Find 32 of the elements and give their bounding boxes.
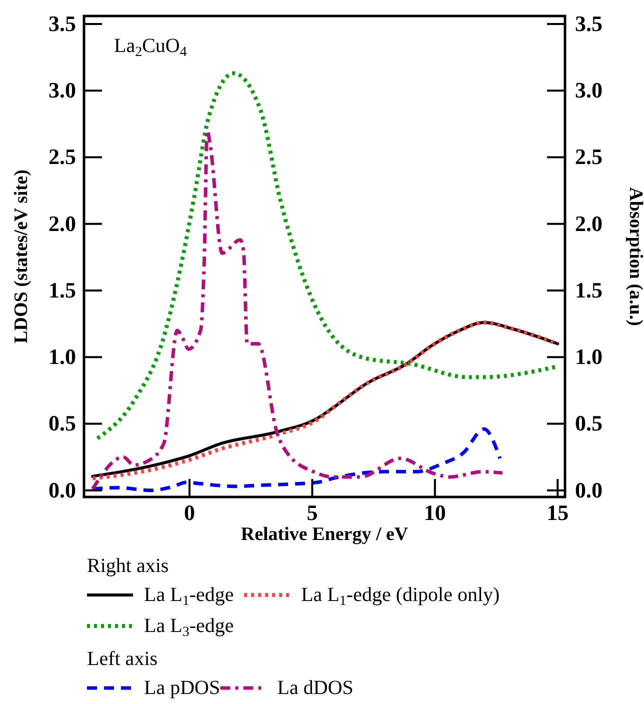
x-tick-label: 15: [546, 500, 569, 525]
y2-axis-title: Absorption (a.u.): [625, 187, 644, 326]
y2-tick-label: 1.5: [575, 277, 602, 302]
text: Right axis: [87, 555, 169, 577]
y-tick-label: 0.0: [48, 477, 76, 502]
legend-label: La dDOS: [277, 677, 354, 699]
legend-label: La L$_{1}$-edge (dipole only): [301, 584, 500, 608]
y2-tick-label: 2.0: [575, 210, 602, 236]
y-tick-label: 0.5: [48, 410, 76, 436]
y-tick-label: 1.0: [48, 344, 76, 370]
x-tick-label: 10: [424, 500, 446, 525]
y2-tick-label: 1.0: [575, 344, 602, 370]
y2-tick-label: 0.5: [575, 410, 602, 436]
legend-label: La L$_{3}$-edge: [144, 615, 234, 640]
y2-tick-label: 2.5: [575, 144, 602, 170]
y-tick-label: 3.5: [48, 10, 76, 36]
y2-tick-label: 0.0: [575, 477, 602, 502]
legend-label: La L$_{1}$-edge: [144, 584, 234, 608]
line-series: [90, 427, 502, 492]
y-tick-label: 2.0: [48, 210, 76, 236]
x-tick-label: 5: [306, 500, 318, 525]
x-axis-title: Relative Energy / eV: [240, 524, 408, 545]
y-tick-label: 2.5: [48, 144, 76, 170]
y-tick-label: 1.5: [48, 277, 76, 302]
y2-tick-label: 3.0: [575, 78, 602, 103]
x-tick-label: 0: [184, 500, 196, 525]
legend-label: La pDOS: [144, 677, 220, 699]
y2-tick-label: 3.5: [575, 10, 602, 36]
y-axis-title: LDOS (states/eV site): [11, 170, 32, 344]
text: La$_{2}$CuO$_{4}$: [114, 35, 187, 60]
text: Left axis: [87, 648, 158, 670]
y-tick-label: 3.0: [48, 78, 76, 103]
